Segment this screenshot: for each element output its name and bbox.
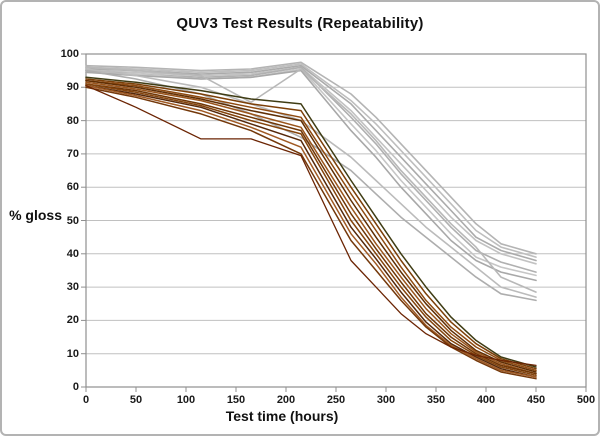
x-tick-label: 300	[376, 394, 396, 406]
y-tick-label: 70	[66, 147, 79, 160]
series-line-gray-09	[85, 68, 537, 298]
x-tick-label: 400	[476, 394, 496, 406]
x-tick-label: 450	[526, 394, 546, 406]
series-line-gray-02	[85, 63, 537, 258]
y-tick-label: 0	[72, 381, 79, 393]
plot-border	[85, 53, 587, 388]
chart-title: QUV3 Test Results (Repeatability)	[176, 15, 424, 32]
series-line-gray-08	[85, 66, 537, 293]
x-tick-label: 200	[276, 394, 296, 406]
y-tick-label: 10	[66, 347, 79, 360]
x-tick-label: 150	[226, 394, 246, 406]
y-tick-label: 30	[66, 281, 79, 294]
y-tick-label: 50	[66, 214, 79, 227]
series-line-brown-01	[85, 76, 537, 368]
x-tick-label: 250	[326, 394, 346, 406]
series-line-brown-06	[85, 83, 537, 375]
x-tick-label: 50	[129, 394, 143, 406]
y-tick-label: 100	[60, 48, 79, 60]
x-tick-label: 100	[176, 394, 196, 406]
series-line-brown-03	[85, 79, 537, 372]
y-tick-label: 60	[66, 181, 79, 194]
series-line-brown-05	[85, 81, 537, 375]
series-line-gray-07	[85, 69, 537, 282]
series-line-gray-05	[85, 66, 537, 273]
x-tick-label: 500	[576, 394, 596, 406]
series-line-brown-04	[85, 79, 537, 373]
series-line-brown-08	[85, 84, 537, 378]
x-axis-title: Test time (hours)	[225, 408, 339, 424]
y-tick-label: 20	[66, 314, 79, 327]
series-line-brown-10	[85, 86, 537, 380]
series-line-brown-11	[85, 84, 537, 367]
x-tick-label: 0	[82, 394, 90, 406]
x-tick-label: 350	[426, 394, 446, 406]
y-axis-title: % gloss	[9, 207, 62, 223]
series-line-gray-01	[85, 61, 537, 255]
series-line-gray-03	[85, 64, 537, 262]
series-line-brown-09	[85, 84, 537, 378]
y-tick-label: 90	[66, 81, 79, 94]
series-line-gray-10	[85, 69, 537, 302]
y-tick-label: 80	[66, 114, 79, 127]
series-line-brown-02	[85, 78, 537, 370]
y-tick-label: 40	[66, 247, 79, 260]
